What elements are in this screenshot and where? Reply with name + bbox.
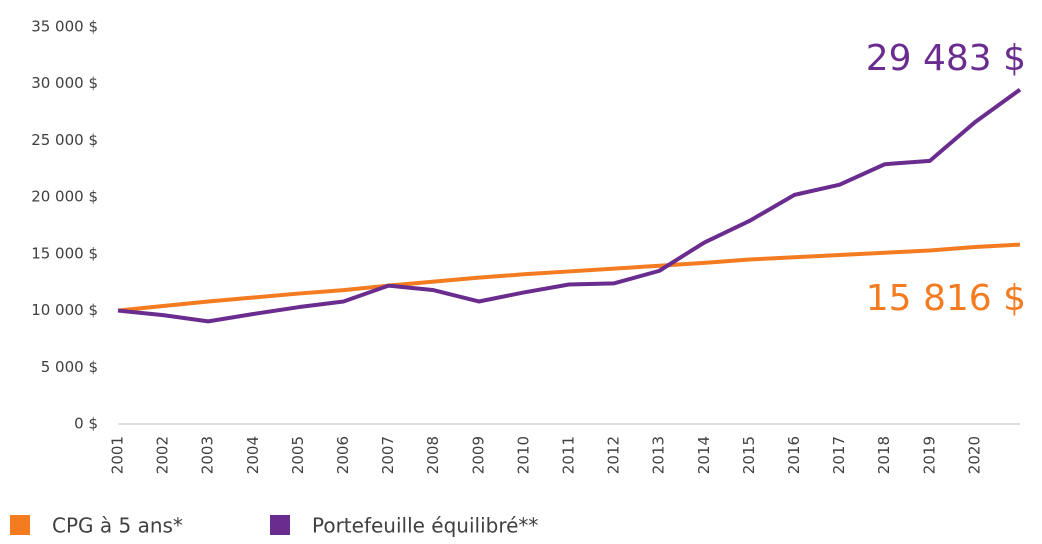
- legend-swatch: [270, 515, 290, 535]
- series-line: [117, 242, 1021, 313]
- x-tick-label: 2014: [695, 436, 713, 474]
- x-tick-label: 2013: [650, 436, 668, 474]
- x-tick-label: 2008: [424, 436, 442, 474]
- end-label: 29 483 $: [866, 38, 1026, 79]
- y-tick-label: 0 $: [74, 415, 98, 433]
- x-tick-label: 2009: [469, 436, 487, 474]
- x-tick-label: 2001: [109, 436, 127, 474]
- x-tick-label: 2011: [560, 436, 578, 474]
- x-tick-label: 2007: [379, 436, 397, 474]
- y-tick-label: 20 000 $: [31, 188, 98, 206]
- x-tick-label: 2005: [289, 436, 307, 474]
- x-tick-label: 2016: [785, 436, 803, 474]
- y-tick-label: 15 000 $: [31, 244, 98, 262]
- x-tick-label: 2019: [920, 436, 938, 474]
- y-tick-label: 10 000 $: [31, 301, 98, 319]
- y-tick-label: 35 000 $: [31, 18, 98, 36]
- series-line: [117, 87, 1022, 324]
- x-tick-label: 2002: [154, 436, 172, 474]
- end-label: 15 816 $: [866, 278, 1026, 319]
- y-tick-label: 25 000 $: [31, 131, 98, 149]
- x-tick-label: 2010: [514, 436, 532, 474]
- y-tick-label: 30 000 $: [31, 74, 98, 92]
- x-tick-label: 2004: [244, 436, 262, 474]
- x-tick-label: 2012: [605, 436, 623, 474]
- y-tick-label: 5 000 $: [41, 358, 98, 376]
- x-tick-label: 2020: [965, 436, 983, 474]
- x-tick-label: 2017: [830, 436, 848, 474]
- legend-label: CPG à 5 ans*: [52, 514, 183, 538]
- legend-swatch: [10, 515, 30, 535]
- x-tick-label: 2003: [199, 436, 217, 474]
- legend-label: Portefeuille équilibré**: [312, 514, 538, 538]
- x-tick-label: 2018: [875, 436, 893, 474]
- x-tick-label: 2015: [740, 436, 758, 474]
- x-tick-label: 2006: [334, 436, 352, 474]
